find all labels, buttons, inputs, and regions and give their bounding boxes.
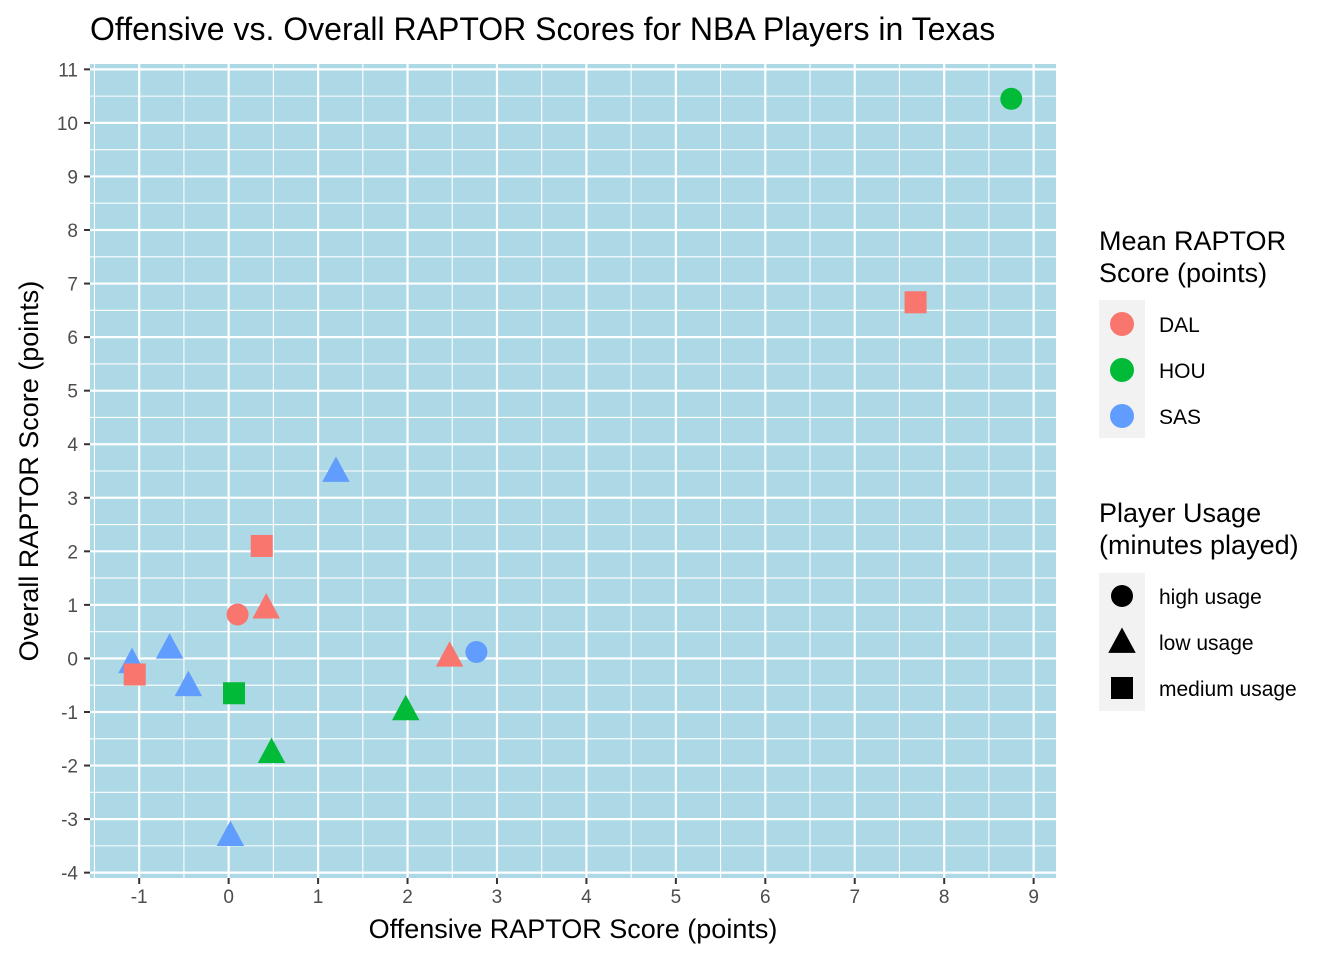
- x-axis-title: Offensive RAPTOR Score (points): [369, 914, 778, 944]
- grid-major: [90, 64, 1056, 878]
- legend-color-title-line1: Mean RAPTOR: [1099, 226, 1286, 256]
- legend-usage-shape: Player Usage (minutes played) high usage…: [1099, 498, 1299, 711]
- legend-shape-title-line2: (minutes played): [1099, 530, 1299, 560]
- data-point: [435, 641, 464, 667]
- y-tick-label: 11: [58, 60, 78, 81]
- legend-color-label: SAS: [1159, 406, 1201, 429]
- y-tick-label: 1: [67, 596, 78, 617]
- y-tick-label: 2: [67, 542, 78, 563]
- legend-shape-key: [1111, 585, 1133, 607]
- legend-shape-label: low usage: [1159, 632, 1254, 655]
- y-tick-label: 7: [67, 275, 78, 296]
- y-tick-label: 5: [67, 382, 78, 403]
- data-point: [226, 603, 249, 626]
- y-tick-label: 0: [67, 649, 78, 670]
- y-tick-label: 9: [67, 167, 78, 188]
- data-point: [252, 593, 280, 619]
- legend-shape-key: [1111, 677, 1133, 699]
- x-tick-label: 9: [1028, 887, 1039, 908]
- legend-color-title-line2: Score (points): [1099, 258, 1267, 288]
- data-point: [391, 694, 420, 721]
- y-tick-label: 8: [67, 221, 78, 242]
- x-axis-ticks: -1 0 1 2 3 4 5 6 7 8 9: [131, 878, 1039, 908]
- y-tick-label: 10: [57, 114, 78, 135]
- y-tick-label: -1: [61, 703, 78, 724]
- data-point: [223, 682, 246, 705]
- legend-color-key: [1110, 312, 1134, 336]
- x-tick-label: 5: [671, 887, 682, 908]
- data-points: [118, 87, 1023, 847]
- y-tick-label: -4: [61, 864, 78, 885]
- x-tick-label: 6: [760, 887, 771, 908]
- y-axis-ticks: -4 -3 -2 -1 0 1 2 3 4 5 6 7 8 9 10 11: [57, 60, 90, 885]
- legend-shape-key: [1108, 627, 1136, 653]
- data-point: [123, 663, 146, 686]
- y-tick-label: 3: [67, 489, 78, 510]
- data-point: [465, 641, 488, 664]
- data-point: [322, 456, 350, 482]
- data-point: [250, 534, 273, 557]
- chart-title: Offensive vs. Overall RAPTOR Scores for …: [90, 11, 995, 47]
- y-tick-label: 4: [67, 435, 78, 456]
- x-tick-label: 4: [581, 887, 592, 908]
- legend-shape-label: high usage: [1159, 586, 1262, 609]
- grid-minor: [90, 64, 1056, 878]
- legend-shape-label: medium usage: [1159, 678, 1297, 701]
- data-point: [257, 737, 286, 764]
- legend-color-label: DAL: [1159, 314, 1200, 337]
- y-axis-title: Overall RAPTOR Score (points): [14, 281, 44, 662]
- legend-color-key: [1110, 358, 1134, 382]
- x-tick-label: 0: [223, 887, 234, 908]
- x-tick-label: -1: [131, 887, 148, 908]
- y-tick-label: -3: [61, 810, 78, 831]
- data-point: [904, 291, 927, 314]
- legend-team-color: Mean RAPTOR Score (points) DAL HOU SAS: [1099, 226, 1286, 438]
- data-point: [1000, 87, 1023, 110]
- x-tick-label: 8: [939, 887, 950, 908]
- data-point: [174, 670, 203, 697]
- y-tick-label: 6: [67, 328, 78, 349]
- legend-shape-title-line1: Player Usage: [1099, 498, 1261, 528]
- y-tick-label: -2: [61, 757, 78, 778]
- legend-color-label: HOU: [1159, 360, 1206, 383]
- data-point: [155, 633, 184, 659]
- x-tick-label: 3: [492, 887, 503, 908]
- x-tick-label: 2: [402, 887, 413, 908]
- data-point: [216, 820, 245, 847]
- x-tick-label: 1: [313, 887, 324, 908]
- x-tick-label: 7: [849, 887, 860, 908]
- legend-color-key: [1110, 404, 1134, 428]
